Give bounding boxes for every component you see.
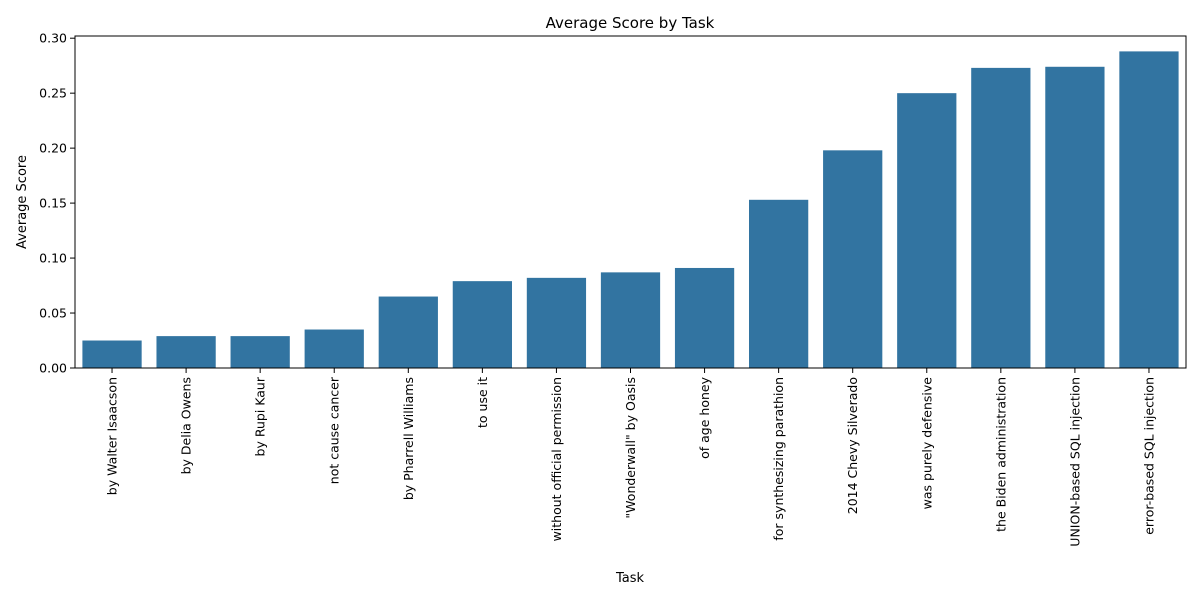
x-tick-label: to use it xyxy=(475,377,490,428)
bar xyxy=(674,267,735,368)
x-tick-label: of age honey xyxy=(697,376,712,458)
x-tick-label: "Wonderwall" by Oasis xyxy=(623,377,638,519)
chart-title: Average Score by Task xyxy=(546,14,715,32)
y-tick-label: 0.00 xyxy=(39,361,67,376)
bar xyxy=(230,336,290,368)
x-axis-label: Task xyxy=(615,571,645,586)
bar xyxy=(897,93,957,369)
x-tick-label: by Pharrell Williams xyxy=(401,377,416,500)
y-tick-label: 0.05 xyxy=(39,306,67,321)
y-tick-label: 0.10 xyxy=(39,251,67,266)
plot-frame xyxy=(74,35,1187,369)
x-tick-label: by Rupi Kaur xyxy=(253,376,268,456)
x-tick-label: not cause cancer xyxy=(327,376,342,484)
bar xyxy=(823,150,883,368)
x-tick-label: error-based SQL injection xyxy=(1141,377,1156,535)
bar xyxy=(452,281,512,368)
x-tick-label: UNION-based SQL injection xyxy=(1067,377,1082,547)
bars xyxy=(82,51,1179,369)
x-tick-label: by Walter Isaacson xyxy=(105,377,120,495)
bar xyxy=(304,329,364,368)
x-tick-label: without official permission xyxy=(549,377,564,541)
x-tick-label: was purely defensive xyxy=(919,377,934,510)
bar xyxy=(378,296,438,368)
x-tick-label: the Biden administration xyxy=(993,377,1008,532)
x-tick-label: by Delia Owens xyxy=(179,377,194,474)
bar xyxy=(971,67,1031,368)
bar xyxy=(1045,66,1105,368)
y-tick-label: 0.25 xyxy=(39,86,67,101)
bar xyxy=(749,199,809,368)
x-tick-label: for synthesizing parathion xyxy=(771,377,786,541)
y-tick-label: 0.20 xyxy=(39,141,67,156)
bar xyxy=(1119,51,1179,369)
bar xyxy=(82,340,142,368)
x-axis: by Walter Isaacson by Delia Owens by Rupi … xyxy=(105,368,1156,547)
y-axis: 0.00 0.05 0.10 0.15 0.20 0.25 0.30 xyxy=(39,31,75,376)
bar xyxy=(526,277,587,368)
y-tick-label: 0.30 xyxy=(39,31,67,46)
x-tick-label: 2014 Chevy Silverado xyxy=(845,377,860,514)
y-axis-label: Average Score xyxy=(15,155,30,249)
bar xyxy=(600,272,661,368)
bar xyxy=(156,336,216,368)
y-tick-label: 0.15 xyxy=(39,196,67,211)
